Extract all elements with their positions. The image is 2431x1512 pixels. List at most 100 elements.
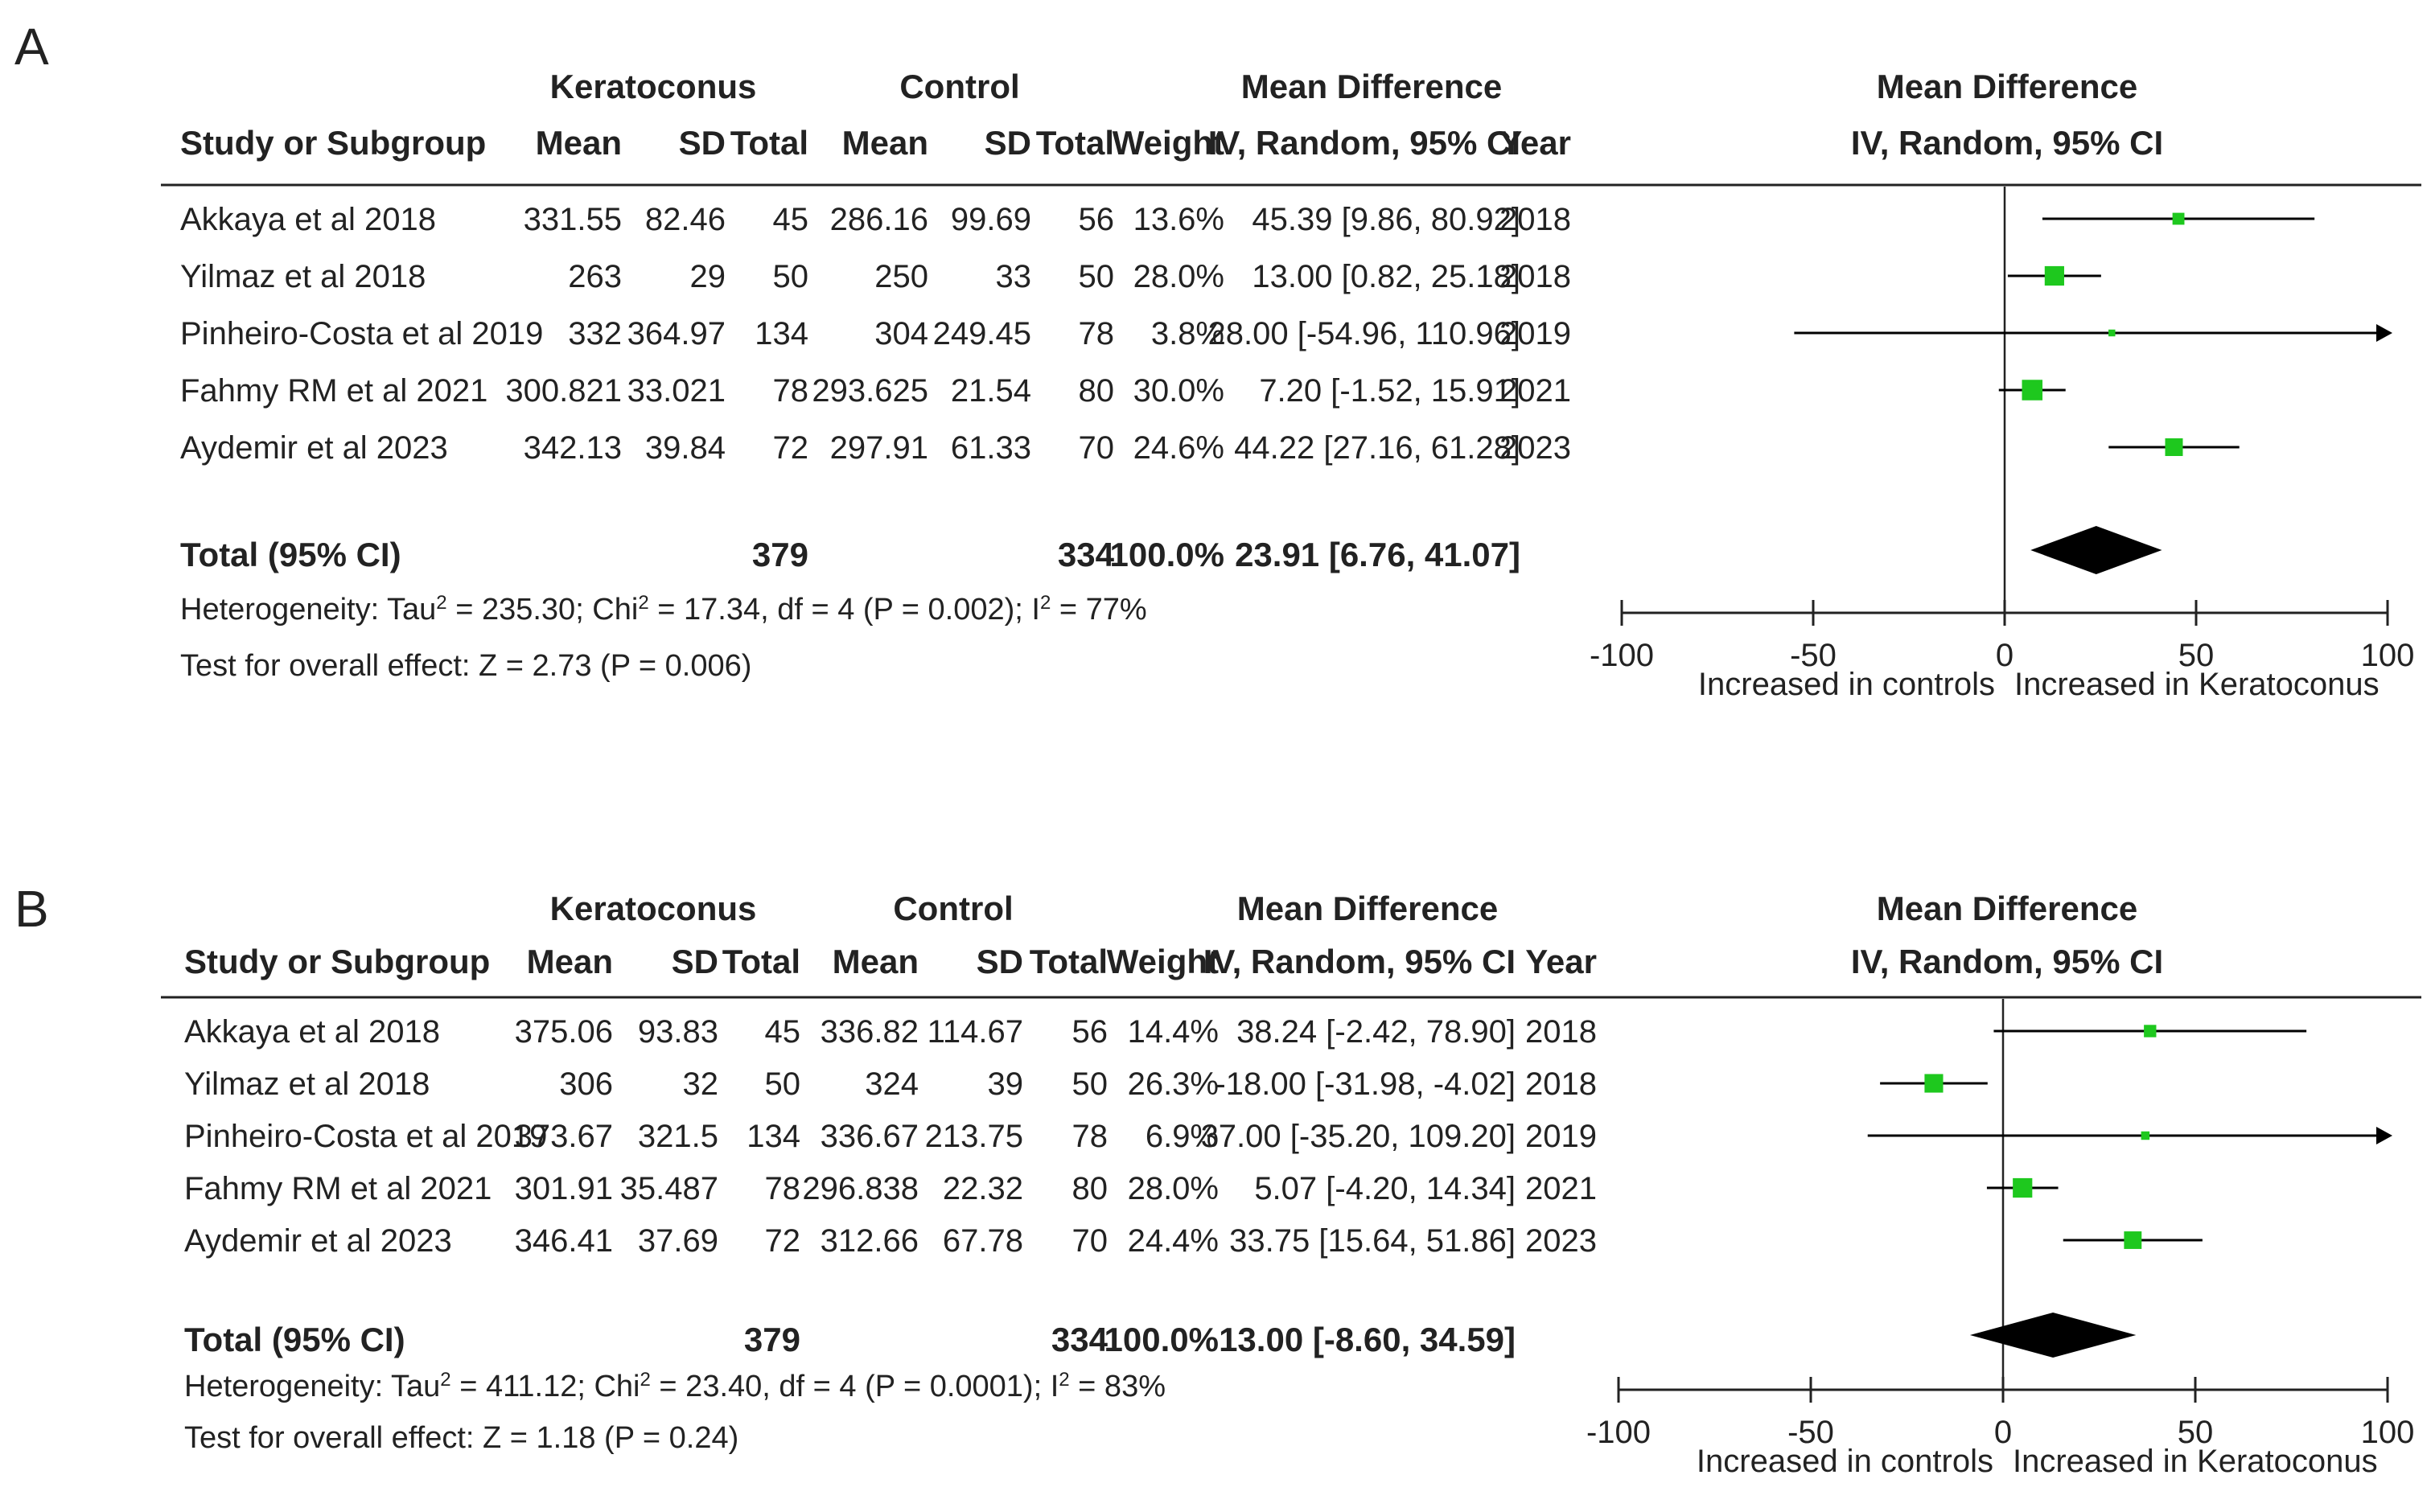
study-row: Fahmy RM et al 2021 300.821 33.021 78 293.62…: [180, 373, 2066, 409]
ci-text: 33.75 [15.64, 51.86]: [1229, 1223, 1516, 1259]
year: 2019: [1499, 316, 1571, 351]
study-name: Akkaya et al 2018: [184, 1014, 440, 1050]
effect-marker: [2022, 380, 2043, 401]
x-tick-label: 50: [2178, 638, 2215, 673]
kc-sd: 35.487: [620, 1171, 718, 1206]
total-weight: 100.0%: [1104, 1321, 1219, 1358]
control-total: 78: [1072, 1119, 1109, 1154]
x-tick-label: 50: [2178, 1415, 2214, 1450]
control-total: 80: [1079, 373, 1115, 409]
control-mean: 297.91: [830, 430, 928, 466]
panel-label: B: [14, 880, 49, 938]
control-mean-header: Mean: [833, 943, 919, 980]
kc-sd: 33.021: [627, 373, 726, 409]
effect-marker: [2141, 1131, 2150, 1140]
kc-total: 134: [755, 316, 808, 351]
kc-mean: 300.821: [505, 373, 622, 409]
year: 2019: [1525, 1119, 1597, 1154]
x-tick-label: 100: [2361, 638, 2415, 673]
weight-header: Weight: [1107, 943, 1219, 980]
total-label: Total (95% CI): [184, 1321, 405, 1358]
favours-right-label: Increased in Keratoconus: [2013, 1444, 2378, 1479]
heterogeneity-part: Heterogeneity: Tau: [184, 1370, 440, 1403]
group-keratoconus-header: Keratoconus: [550, 68, 757, 105]
ci-header: IV, Random, 95% CI: [1208, 124, 1520, 162]
control-sd: 213.75: [925, 1119, 1023, 1154]
md-header: Mean Difference: [1237, 890, 1498, 927]
control-mean: 286.16: [830, 202, 928, 237]
study-name: Fahmy RM et al 2021: [180, 373, 487, 409]
total-weight: 100.0%: [1110, 536, 1224, 573]
plot-ci-header: IV, Random, 95% CI: [1851, 943, 2163, 980]
control-mean: 250: [874, 259, 928, 294]
study-name: Fahmy RM et al 2021: [184, 1171, 492, 1206]
year: 2021: [1499, 373, 1571, 409]
control-sd: 33: [996, 259, 1032, 294]
superscript: 2: [640, 1369, 651, 1391]
x-tick-label: 0: [1994, 1415, 2012, 1450]
control-sd: 249.45: [933, 316, 1031, 351]
kc-sd: 29: [690, 259, 726, 294]
control-sd: 99.69: [951, 202, 1031, 237]
weight: 30.0%: [1133, 373, 1224, 409]
forest-panel-b: B Keratoconus Control Mean Difference Mean D…: [14, 880, 2421, 1479]
control-total-sum: 334: [1058, 536, 1115, 573]
control-mean: 312.66: [821, 1223, 919, 1259]
kc-total-sum: 379: [752, 536, 808, 573]
control-mean: 336.67: [821, 1119, 919, 1154]
kc-total: 72: [765, 1223, 801, 1259]
study-row: Pinheiro-Costa et al 2019 332 364.97 134 304…: [180, 316, 2392, 351]
heterogeneity-part: = 17.34, df = 4 (P = 0.002); I: [649, 593, 1040, 627]
x-tick-label: -50: [1787, 1415, 1834, 1450]
kc-total-sum: 379: [744, 1321, 800, 1358]
plot-md-header: Mean Difference: [1877, 890, 2137, 927]
weight: 6.9%: [1146, 1119, 1219, 1154]
study-name: Yilmaz et al 2018: [184, 1066, 430, 1102]
effect-marker: [2108, 329, 2116, 337]
group-control-header: Control: [893, 890, 1013, 927]
year: 2018: [1499, 259, 1571, 294]
favours-right-label: Increased in Keratoconus: [2014, 667, 2380, 702]
ci-arrow-right: [2376, 324, 2392, 342]
plot-md-header: Mean Difference: [1877, 68, 2137, 105]
superscript: 2: [436, 592, 446, 614]
kc-mean: 331.55: [524, 202, 622, 237]
heterogeneity-text: Heterogeneity: Tau2 = 235.30; Chi2 = 17.…: [180, 592, 1147, 627]
kc-mean: 342.13: [524, 430, 622, 466]
x-tick-label: 0: [1996, 638, 2013, 673]
control-total: 50: [1079, 259, 1115, 294]
effect-marker: [2172, 212, 2185, 225]
kc-mean-header: Mean: [527, 943, 613, 980]
year: 2023: [1525, 1223, 1597, 1259]
kc-total: 72: [773, 430, 809, 466]
study-name: Akkaya et al 2018: [180, 202, 436, 237]
weight: 26.3%: [1128, 1066, 1219, 1102]
kc-total: 45: [773, 202, 809, 237]
ci-text: 45.39 [9.86, 80.92]: [1252, 202, 1520, 237]
ci-text: 44.22 [27.16, 61.28]: [1234, 430, 1520, 466]
effect-marker: [2013, 1177, 2033, 1198]
year: 2023: [1499, 430, 1571, 466]
control-total: 70: [1072, 1223, 1109, 1259]
weight: 28.0%: [1133, 259, 1224, 294]
overall-effect-text: Test for overall effect: Z = 2.73 (P = 0…: [180, 649, 751, 683]
year-header: Year: [1525, 943, 1597, 980]
heterogeneity-text: Heterogeneity: Tau2 = 411.12; Chi2 = 23.…: [184, 1369, 1166, 1404]
heterogeneity-part: Heterogeneity: Tau: [180, 593, 436, 627]
weight: 13.6%: [1133, 202, 1224, 237]
heterogeneity-part: = 411.12; Chi: [451, 1370, 640, 1403]
x-axis: -100 -50 0 50 100 Increased in controls Increa…: [1586, 1377, 2414, 1479]
control-sd-header: SD: [977, 943, 1023, 980]
kc-sd: 82.46: [645, 202, 726, 237]
kc-mean: 301.91: [515, 1171, 613, 1206]
kc-mean: 373.67: [515, 1119, 613, 1154]
ci-text: 13.00 [0.82, 25.18]: [1252, 259, 1520, 294]
effect-marker: [2044, 265, 2064, 286]
superscript: 2: [638, 592, 648, 614]
ci-text: 37.00 [-35.20, 109.20]: [1201, 1119, 1516, 1154]
year-header: Year: [1499, 124, 1571, 162]
control-sd: 61.33: [951, 430, 1031, 466]
control-total: 56: [1072, 1014, 1109, 1050]
control-total-header: Total: [1036, 124, 1114, 162]
study-row: Aydemir et al 2023 342.13 39.84 72 297.91 61.…: [180, 430, 2240, 466]
